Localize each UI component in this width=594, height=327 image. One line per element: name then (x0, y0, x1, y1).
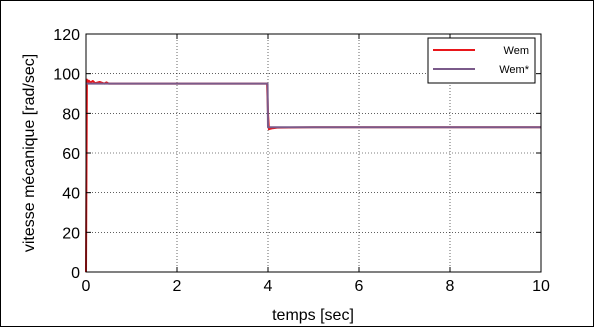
x-tick-label: 4 (264, 278, 273, 295)
y-tick-label: 80 (62, 106, 80, 123)
legend-label-wem-star: Wem* (499, 64, 529, 76)
y-tick-label: 120 (53, 27, 80, 44)
y-tick-label: 60 (62, 146, 80, 163)
y-tick-label: 0 (71, 265, 80, 282)
y-axis-label: vitesse mécanique [rad/sec] (21, 54, 38, 252)
legend-box (427, 37, 536, 84)
x-tick-label: 0 (82, 278, 91, 295)
x-tick-label: 10 (532, 278, 550, 295)
tick-marks (85, 33, 542, 273)
y-tick-label: 100 (53, 67, 80, 84)
x-axis-label: temps [sec] (272, 307, 354, 324)
x-tick-label: 2 (173, 278, 182, 295)
x-tick-label: 8 (446, 278, 455, 295)
y-tick-label: 40 (62, 186, 80, 203)
series-line-wem-star (86, 82, 541, 129)
x-tick-label: 6 (355, 278, 364, 295)
legend: Wem Wem* (427, 37, 536, 84)
legend-label-wem: Wem (504, 45, 529, 57)
series-lines (85, 78, 541, 273)
y-tick-label: 20 (62, 225, 80, 242)
